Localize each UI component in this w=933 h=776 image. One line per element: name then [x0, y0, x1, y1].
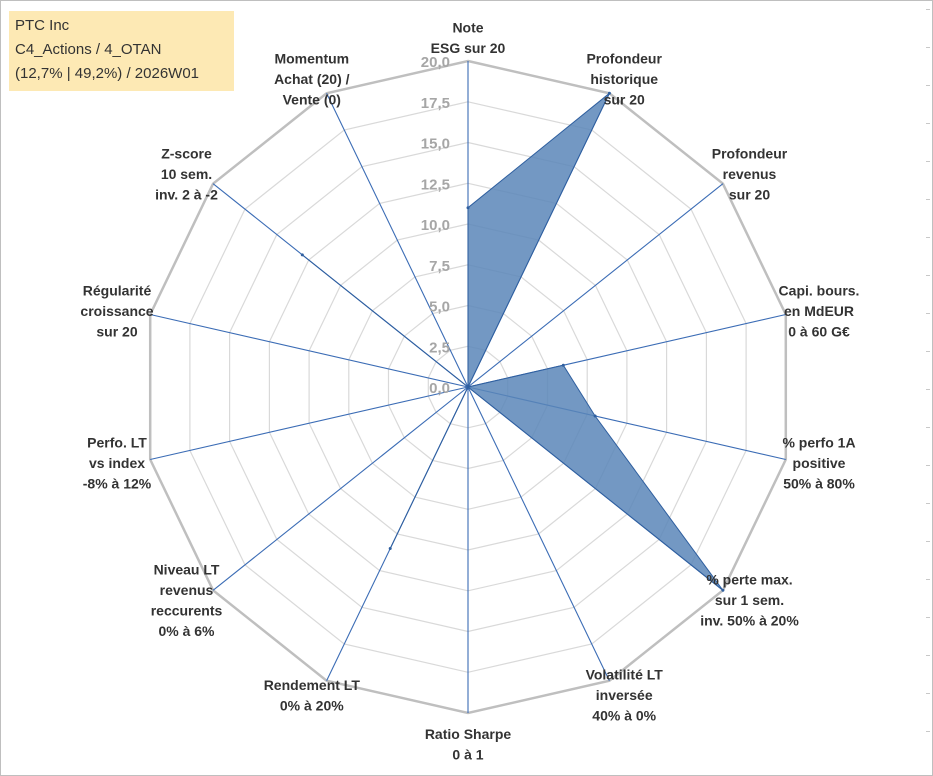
edge-mark	[926, 541, 930, 542]
series-point-2	[607, 91, 611, 95]
edge-mark	[926, 617, 930, 618]
tick-label: 12,5	[421, 176, 450, 193]
series-point-9	[388, 547, 392, 550]
tick-label: 7,5	[429, 258, 450, 275]
series-point-13	[300, 253, 304, 257]
series-point-14	[466, 385, 470, 389]
spoke-12	[150, 313, 469, 388]
edge-mark	[926, 199, 930, 200]
tick-label: 2,5	[429, 339, 450, 356]
spoke-11	[150, 386, 469, 461]
axis-label-10: Niveau LT revenus reccurents 0% à 6%	[151, 562, 223, 640]
series-point-6	[721, 588, 725, 592]
tick-label: 17,5	[421, 95, 450, 112]
edge-mark	[926, 731, 930, 732]
axis-label-12: Régularité croissance sur 20	[80, 282, 153, 339]
axis-label-4: Capi. bours. en MdEUR 0 à 60 G€	[779, 282, 860, 339]
series-point-5	[593, 414, 597, 418]
series-point-4	[561, 363, 565, 367]
edge-mark	[926, 465, 930, 466]
edge-mark	[926, 693, 930, 694]
tick-label: 10,0	[421, 217, 450, 234]
scroll-edge-marks	[926, 1, 930, 775]
edge-mark	[926, 275, 930, 276]
tick-label: 20,0	[421, 54, 450, 71]
tick-label-layer: 0,0 2,5 5,0 7,5 10,0 12,5 15,0 17,5 20,0	[421, 54, 450, 397]
spoke-14	[326, 93, 469, 388]
tick-label: 15,0	[421, 136, 450, 153]
axis-label-14: Momentum Achat (20) / Vente (0)	[274, 50, 350, 107]
info-box: PTC Inc C4_Actions / 4_OTAN (12,7% | 49,…	[9, 11, 234, 91]
edge-mark	[926, 655, 930, 656]
company-name: PTC Inc	[15, 17, 70, 34]
series-point-1	[466, 206, 470, 210]
edge-mark	[926, 85, 930, 86]
axis-label-9: Rendement LT 0% à 20%	[264, 677, 361, 714]
spoke-7	[467, 386, 610, 681]
edge-mark	[926, 313, 930, 314]
edge-mark	[926, 579, 930, 580]
stats-label: (12,7% | 49,2%) / 2026W01	[15, 65, 199, 82]
axis-label-5: % perfo 1A positive 50% à 80%	[782, 435, 855, 492]
edge-mark	[926, 47, 930, 48]
axis-label-13: Z-score 10 sem. inv. 2 à -2	[155, 145, 218, 202]
spoke-3	[467, 183, 724, 388]
series-area	[301, 92, 724, 591]
axis-label-3: Profondeur revenus sur 20	[712, 145, 788, 202]
axis-label-6: % perte max. sur 1 sem. inv. 50% à 20%	[700, 572, 799, 629]
axis-label-8: Ratio Sharpe 0 à 1	[425, 726, 512, 763]
edge-mark	[926, 351, 930, 352]
edge-mark	[926, 237, 930, 238]
tick-label: 5,0	[429, 299, 450, 316]
spoke-10	[212, 386, 469, 591]
axis-label-1: Note ESG sur 20	[431, 20, 506, 57]
edge-mark	[926, 161, 930, 162]
axis-label-11: Perfo. LT vs index -8% à 12%	[83, 435, 152, 492]
axis-label-2: Profondeur historique sur 20	[586, 50, 662, 107]
edge-mark	[926, 503, 930, 504]
edge-mark	[926, 427, 930, 428]
edge-mark	[926, 389, 930, 390]
tick-label: 0,0	[429, 380, 450, 397]
axis-label-layer: Note ESG sur 20 Profondeur historique sur 20…	[80, 20, 859, 763]
edge-mark	[926, 9, 930, 10]
category-label: C4_Actions / 4_OTAN	[15, 41, 162, 58]
axis-label-7: Volatilité LT inversée 40% à 0%	[586, 667, 664, 724]
edge-mark	[926, 123, 930, 124]
series-layer	[300, 91, 725, 592]
